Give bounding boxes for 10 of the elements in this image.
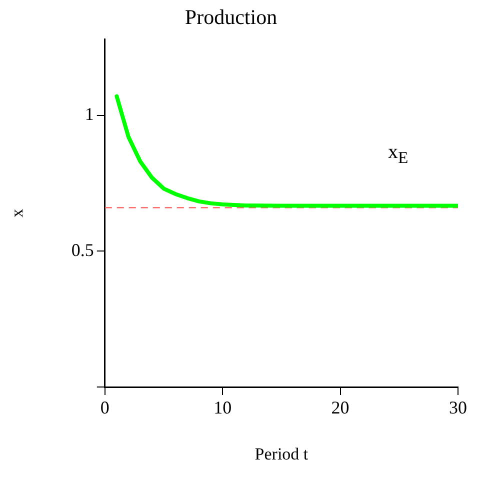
ref-line-label: x$_{E}$ xyxy=(388,140,408,167)
y-tick-label: 1 xyxy=(84,104,94,124)
x-axis-title: Period t xyxy=(254,444,308,464)
y-tick-label: 0.5 xyxy=(71,240,94,260)
chart-title: Production xyxy=(184,5,278,30)
x-tick-label: 10 xyxy=(214,398,232,418)
x-tick-label: 0 xyxy=(100,398,110,418)
x-tick-label: 20 xyxy=(331,398,350,418)
x-tick-label: 30 xyxy=(449,398,467,418)
y-axis-title: x xyxy=(8,208,27,218)
